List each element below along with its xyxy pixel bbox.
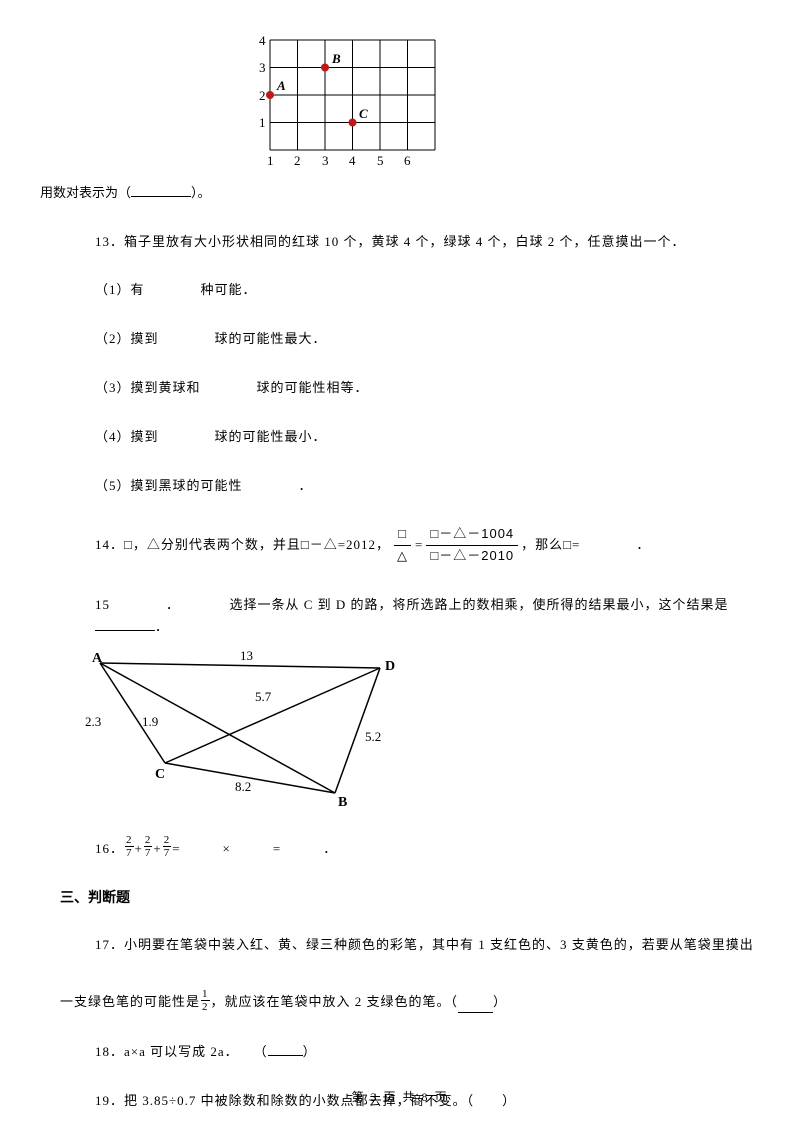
svg-text:B: B <box>331 51 341 66</box>
svg-text:2: 2 <box>294 153 301 168</box>
svg-text:C: C <box>359 106 368 121</box>
svg-text:B: B <box>338 795 347 808</box>
q18-blank <box>268 1041 303 1056</box>
y-tick-4: 4 <box>259 33 266 48</box>
q18: 18．a×a 可以写成 2a． （ ） <box>95 1041 760 1063</box>
path-graph: A D C B 13 2.3 1.9 5.7 8.2 5.2 <box>70 648 760 815</box>
q16-num: 16． <box>95 839 124 860</box>
q18-b: ） <box>303 1044 317 1059</box>
y-tick-2: 2 <box>259 88 266 103</box>
q13-4: （4）摸到 球的可能性最小． <box>95 427 760 448</box>
q15-text: 15 ． 选择一条从 C 到 D 的路，将所选路上的数相乘，使所得的结果最小，这… <box>95 597 729 612</box>
q12-b: ）。 <box>191 185 211 200</box>
q15-dot: ． <box>155 619 169 634</box>
y-tick-1: 1 <box>259 115 266 130</box>
page-footer: 第 3 页 共 8 页 <box>0 1088 800 1107</box>
svg-text:A: A <box>92 651 103 666</box>
q14-text-b: ，那么□= ． <box>521 535 650 556</box>
svg-text:5.2: 5.2 <box>365 729 381 744</box>
q12-blank <box>131 182 191 197</box>
svg-text:6: 6 <box>404 153 411 168</box>
q15: 15 ． 选择一条从 C 到 D 的路，将所选路上的数相乘，使所得的结果最小，这… <box>95 595 760 638</box>
q17c-b: ，就应该在笔袋中放入 2 支绿色的笔。（ <box>211 992 459 1013</box>
q16-plus2: + <box>153 839 161 860</box>
q13-2: （2）摸到 球的可能性最大． <box>95 329 760 350</box>
q13-1: （1）有 种可能． <box>95 280 760 301</box>
svg-text:1: 1 <box>267 153 274 168</box>
q15-blank <box>95 616 155 631</box>
q17-cont: 一支绿色笔的可能性是 12 ，就应该在笔袋中放入 2 支绿色的笔。（ ） <box>60 988 760 1013</box>
svg-text:3: 3 <box>322 153 329 168</box>
svg-text:D: D <box>385 659 395 674</box>
svg-text:C: C <box>155 767 165 782</box>
q14-frac2-den: □－△－2010 <box>426 546 518 567</box>
q18-a: 18．a×a 可以写成 2a． （ <box>95 1044 268 1059</box>
grid-chart: 4 3 2 1 1 2 3 4 5 6 A B C <box>235 30 760 187</box>
y-tick-3: 3 <box>259 60 266 75</box>
svg-text:A: A <box>276 78 286 93</box>
q17c-a: 一支绿色笔的可能性是 <box>60 992 200 1013</box>
q16-plus1: + <box>135 839 143 860</box>
q17c-c: ） <box>493 992 507 1013</box>
svg-text:5.7: 5.7 <box>255 689 272 704</box>
q14-frac1-num: □ <box>394 524 411 546</box>
q17: 17．小明要在笔袋中装入红、黄、绿三种颜色的彩笔，其中有 1 支红色的、3 支黄… <box>95 935 760 956</box>
q13-3: （3）摸到黄球和 球的可能性相等． <box>95 378 760 399</box>
q14-frac1-den: △ <box>393 546 412 567</box>
q16-frac2: 27 <box>144 834 153 859</box>
svg-text:1.9: 1.9 <box>142 714 158 729</box>
svg-text:4: 4 <box>349 153 356 168</box>
q16-rest: = × = ． <box>172 839 337 860</box>
q14-eq: = <box>415 535 423 556</box>
q14-frac1: □ △ <box>393 524 412 567</box>
svg-text:2.3: 2.3 <box>85 714 101 729</box>
q14: 14．□，△分别代表两个数，并且□－△=2012， □ △ = □－△－1004… <box>95 524 760 567</box>
q14-text-a: 14．□，△分别代表两个数，并且□－△=2012， <box>95 535 390 556</box>
svg-text:13: 13 <box>240 648 253 663</box>
q12-a: 用数对表示为（ <box>40 185 131 200</box>
q14-frac2-num: □－△－1004 <box>426 524 518 546</box>
q17-blank <box>458 998 493 1013</box>
q16: 16． 27 + 27 + 27 = × = ． <box>95 834 760 859</box>
q13-5: （5）摸到黑球的可能性 ． <box>95 476 760 497</box>
q17-frac: 12 <box>201 988 210 1013</box>
q13: 13．箱子里放有大小形状相同的红球 10 个，黄球 4 个，绿球 4 个，白球 … <box>95 232 760 253</box>
svg-text:8.2: 8.2 <box>235 779 251 794</box>
section-3-header: 三、判断题 <box>60 888 760 910</box>
svg-text:5: 5 <box>377 153 384 168</box>
q14-frac2: □－△－1004 □－△－2010 <box>426 524 518 567</box>
q16-frac3: 27 <box>163 834 172 859</box>
q16-frac1: 27 <box>125 834 134 859</box>
